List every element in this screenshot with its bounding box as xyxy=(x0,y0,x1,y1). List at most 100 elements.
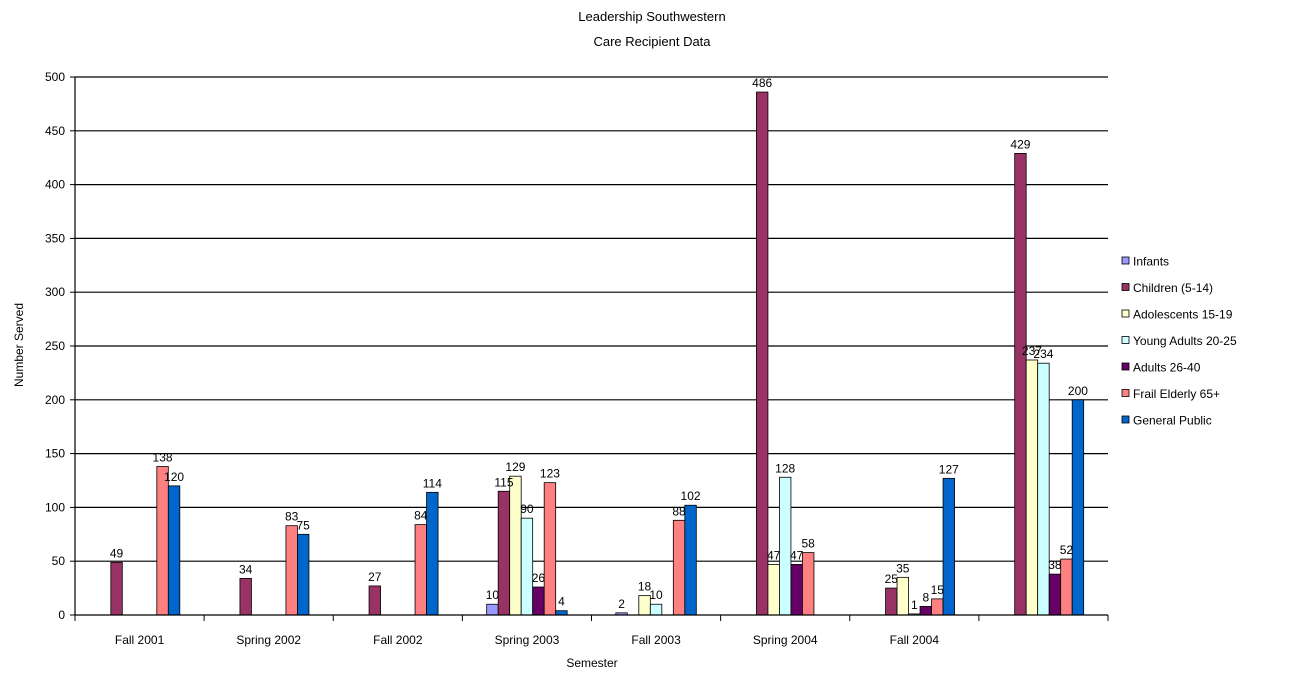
bar xyxy=(368,585,381,616)
bar xyxy=(532,586,545,616)
x-tick-label: Fall 2004 xyxy=(890,633,940,647)
bar xyxy=(486,603,499,616)
data-label: 26 xyxy=(532,571,546,585)
bar xyxy=(779,476,792,616)
data-label: 52 xyxy=(1060,543,1074,557)
legend-label: Young Adults 20-25 xyxy=(1133,334,1237,348)
bar xyxy=(1025,359,1039,616)
data-label: 115 xyxy=(494,475,513,489)
legend-label: Infants xyxy=(1133,255,1169,269)
legend-swatch xyxy=(1121,283,1130,291)
bar xyxy=(942,477,955,616)
data-label: 429 xyxy=(1010,137,1030,151)
bar xyxy=(110,561,123,616)
data-label: 200 xyxy=(1068,384,1088,398)
data-label: 47 xyxy=(790,548,804,562)
chart-subtitle: Care Recipient Data xyxy=(593,34,711,49)
data-label: 128 xyxy=(775,461,795,475)
bar xyxy=(1037,362,1050,616)
legend-label: Frail Elderly 65+ xyxy=(1133,387,1220,401)
bar xyxy=(802,552,815,616)
data-label: 10 xyxy=(649,588,663,602)
bar xyxy=(1048,573,1062,616)
legend-label: Adolescents 15-19 xyxy=(1133,308,1233,322)
legend-swatch xyxy=(1121,309,1130,318)
bar xyxy=(672,519,686,616)
bar xyxy=(931,598,944,616)
bar xyxy=(885,587,898,616)
x-tick-label: Fall 2003 xyxy=(631,633,681,647)
data-label: 88 xyxy=(672,504,686,518)
bar xyxy=(497,490,511,616)
y-tick-label: 350 xyxy=(45,231,65,245)
legend-swatch xyxy=(1121,336,1130,344)
bar xyxy=(239,578,252,616)
y-axis-label: Number Served xyxy=(12,303,26,387)
y-tick-label: 50 xyxy=(52,554,66,568)
legend-swatch xyxy=(1121,362,1130,371)
data-label: 25 xyxy=(885,572,899,586)
data-label: 486 xyxy=(752,76,772,90)
legend-label: Adults 26-40 xyxy=(1133,361,1201,375)
x-tick-label: Spring 2003 xyxy=(495,633,560,647)
data-label: 27 xyxy=(368,570,382,584)
y-tick-label: 500 xyxy=(45,70,65,84)
bar xyxy=(919,605,932,616)
data-label: 114 xyxy=(423,476,442,490)
y-tick-label: 250 xyxy=(45,339,65,353)
data-label: 34 xyxy=(239,562,253,576)
legend: Infants Children (5-14) Adolescents 15-19 Y… xyxy=(1121,255,1237,428)
x-tick-label: Fall 2002 xyxy=(373,633,423,647)
bar xyxy=(156,466,169,616)
axes xyxy=(74,77,1109,621)
legend-swatch xyxy=(1121,415,1130,424)
chart-title: Leadership Southwestern xyxy=(578,9,725,24)
legend-label: Children (5-14) xyxy=(1133,281,1213,295)
data-label: 15 xyxy=(931,583,945,597)
data-label: 58 xyxy=(802,537,816,551)
data-label: 102 xyxy=(681,489,701,503)
data-label: 83 xyxy=(285,510,299,524)
bar xyxy=(426,491,439,616)
bar xyxy=(649,603,663,616)
legend-swatch xyxy=(1121,256,1130,265)
y-tick-label: 450 xyxy=(45,124,65,138)
bar xyxy=(1071,399,1085,616)
data-label: 35 xyxy=(896,561,910,575)
bar xyxy=(896,576,909,616)
bar xyxy=(555,610,568,616)
bar xyxy=(509,475,522,616)
bar xyxy=(297,533,310,616)
tick-labels: 0 50 100 150 200 250 300 350 400 450 500 Fall 2001 S… xyxy=(45,70,939,647)
data-label: 49 xyxy=(110,546,124,560)
x-tick-label: Spring 2002 xyxy=(236,633,301,647)
data-label: 84 xyxy=(414,509,428,523)
data-label: 129 xyxy=(505,460,525,474)
data-label: 38 xyxy=(1048,558,1062,572)
y-tick-label: 300 xyxy=(45,285,65,299)
bars xyxy=(110,91,1085,616)
bar xyxy=(1014,152,1027,616)
data-label: 47 xyxy=(767,548,781,562)
bar xyxy=(790,564,803,616)
data-label: 10 xyxy=(486,588,500,602)
data-label: 234 xyxy=(1033,347,1053,361)
y-tick-label: 400 xyxy=(45,178,65,192)
bar xyxy=(543,482,557,616)
bar xyxy=(767,564,780,616)
legend-label: General Public xyxy=(1133,414,1212,428)
data-label: 2 xyxy=(618,597,625,611)
bar xyxy=(285,525,298,616)
data-label: 138 xyxy=(153,451,173,465)
bar xyxy=(684,504,697,616)
bar xyxy=(414,524,427,616)
data-label: 123 xyxy=(540,467,560,481)
data-label: 75 xyxy=(297,518,311,532)
data-label: 4 xyxy=(558,595,565,609)
data-label: 90 xyxy=(520,502,534,516)
data-label: 127 xyxy=(939,462,959,476)
y-tick-label: 200 xyxy=(45,393,65,407)
y-tick-label: 150 xyxy=(45,447,65,461)
x-tick-label: Fall 2001 xyxy=(115,633,165,647)
